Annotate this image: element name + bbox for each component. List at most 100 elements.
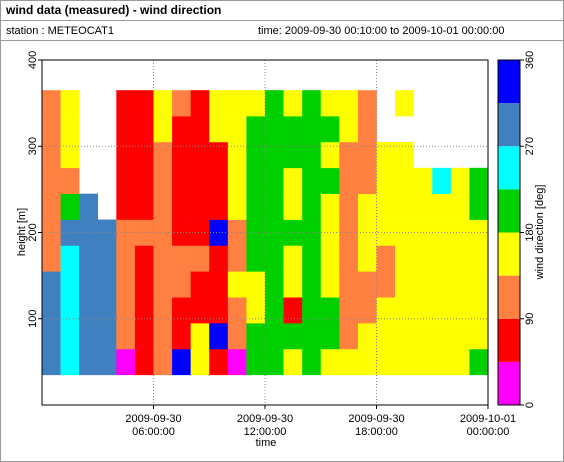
cell: [339, 271, 359, 298]
cell: [395, 193, 414, 220]
cell: [376, 271, 396, 298]
cell: [227, 348, 247, 376]
cell: [79, 193, 99, 220]
cell: [450, 348, 470, 376]
cell: [283, 323, 303, 350]
cell: [79, 219, 99, 246]
cell: [153, 271, 173, 298]
cell: [97, 297, 117, 324]
station: station : METEOCAT1: [6, 25, 114, 37]
cell: [209, 116, 229, 143]
cell: [376, 297, 396, 324]
cell: [395, 219, 414, 246]
colorbar-segment: [498, 361, 520, 405]
cell: [357, 116, 377, 143]
cell: [172, 219, 191, 246]
cell: [209, 348, 229, 376]
cell: [283, 167, 303, 194]
cell: [153, 116, 173, 143]
cell: [339, 348, 359, 376]
y-tick-label: 200: [27, 223, 39, 241]
cell: [172, 90, 191, 117]
cell: [134, 193, 154, 220]
cell: [357, 90, 377, 117]
cell: [60, 271, 80, 298]
cell: [134, 348, 154, 376]
cell: [432, 167, 452, 194]
cell: [357, 297, 377, 324]
y-tick-label: 300: [27, 137, 39, 155]
cell: [209, 193, 229, 220]
cell: [60, 297, 80, 324]
cell: [209, 167, 229, 194]
cell: [302, 90, 322, 117]
cell: [97, 219, 117, 246]
cell: [339, 193, 359, 220]
colorbar-segment: [498, 189, 520, 233]
cell: [283, 90, 303, 117]
cell: [376, 141, 396, 169]
y-tick-label: 100: [27, 310, 39, 328]
cell: [320, 193, 340, 220]
cell: [320, 323, 340, 350]
cell: [432, 245, 452, 272]
cell: [209, 90, 229, 117]
cell: [60, 193, 80, 220]
cell: [357, 323, 377, 350]
cell: [283, 141, 303, 169]
chart-title: wind data (measured) - wind direction: [5, 3, 221, 17]
cell: [357, 271, 377, 298]
cell: [190, 323, 210, 350]
cell: [172, 193, 191, 220]
cell: [376, 245, 396, 272]
cell: [209, 271, 229, 298]
cell: [265, 219, 284, 246]
x-tick-label: 2009-09-30 06:00:00: [125, 413, 182, 438]
cell: [339, 141, 359, 169]
cell: [116, 219, 136, 246]
cell: [469, 245, 489, 272]
cell: [469, 271, 489, 298]
cell: [395, 323, 414, 350]
cell: [450, 219, 470, 246]
cell: [79, 348, 99, 376]
time-range: time: 2009-09-30 00:10:00 to 2009-10-01 …: [258, 25, 504, 37]
cell: [227, 193, 247, 220]
cell: [320, 271, 340, 298]
cell: [190, 141, 210, 169]
cell: [265, 297, 284, 324]
colorbar-segment: [498, 232, 520, 276]
cell: [265, 141, 284, 169]
cell: [134, 297, 154, 324]
cell: [227, 271, 247, 298]
cell: [376, 323, 396, 350]
colorbar-tick-label: 360: [524, 51, 536, 69]
cell: [450, 193, 470, 220]
cell: [302, 116, 322, 143]
cell: [302, 219, 322, 246]
cell: [227, 141, 247, 169]
cell: [395, 245, 414, 272]
cell: [116, 348, 136, 376]
cell: [357, 245, 377, 272]
cell: [227, 90, 247, 117]
cell: [283, 193, 303, 220]
colorbar-segment: [498, 318, 520, 362]
cell: [283, 245, 303, 272]
cell: [172, 348, 191, 376]
cell: [376, 193, 396, 220]
cell: [302, 245, 322, 272]
cell: [357, 348, 377, 376]
cell: [227, 167, 247, 194]
cell: [320, 297, 340, 324]
cell: [227, 245, 247, 272]
cell: [302, 297, 322, 324]
cell: [395, 90, 414, 117]
colorbar-segment: [498, 60, 520, 104]
cell: [469, 323, 489, 350]
cell: [265, 245, 284, 272]
cell: [265, 167, 284, 194]
x-tick-label: 2009-09-30 18:00:00: [348, 413, 405, 438]
cell: [153, 323, 173, 350]
cell: [246, 348, 266, 376]
